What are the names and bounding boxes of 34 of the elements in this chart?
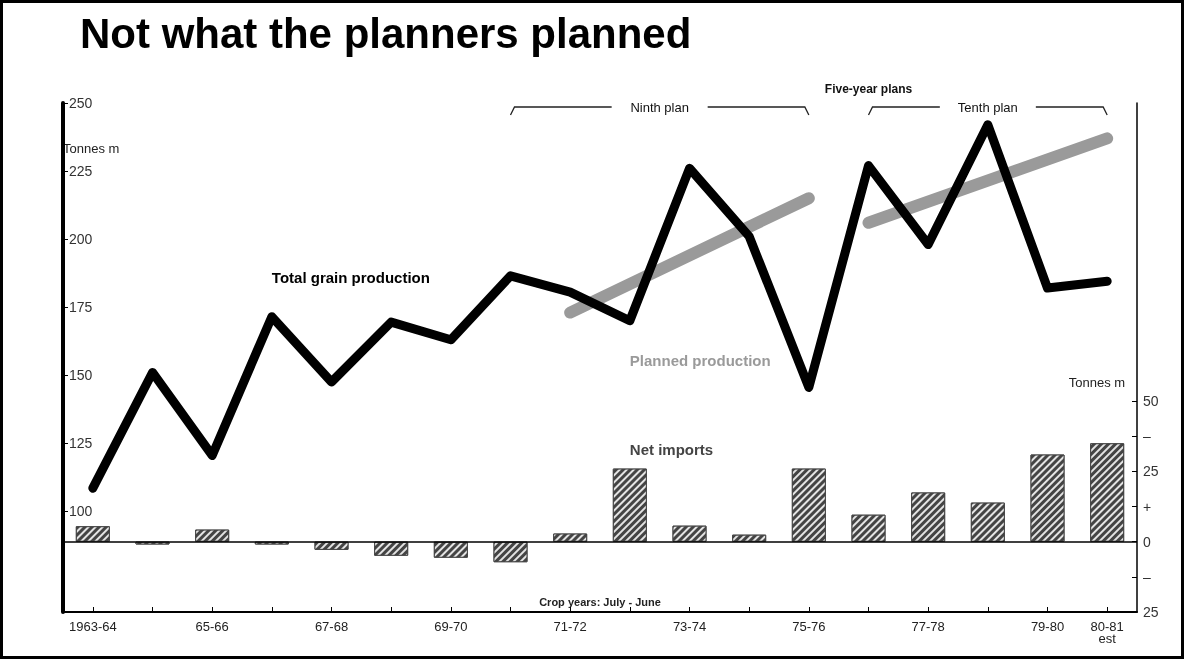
y-tick-label: 250 — [69, 95, 93, 111]
x-tick-label: 71-72 — [553, 618, 587, 634]
y-tick-label: 125 — [69, 435, 93, 452]
x-tick-label: 80-81 est — [1090, 618, 1124, 646]
y2-tick-label: 0 — [1143, 533, 1151, 550]
x-tick-label: 79-80 — [1030, 618, 1065, 634]
y-tick-label: 175 — [69, 299, 93, 316]
x-tick-label: 65-66 — [195, 618, 229, 634]
x-tick-label: 73-74 — [672, 618, 707, 634]
y-tick-label: 100 — [69, 503, 93, 520]
x-tick-label: 69-70 — [434, 618, 468, 634]
annotation: Tenth plan — [957, 99, 1018, 115]
chart-title: Not what the planners planned — [80, 9, 692, 57]
y2-tick-label: 25 — [1143, 604, 1159, 620]
y-tick-label: 225 — [69, 163, 93, 180]
x-tick-label: 1963-64 — [68, 618, 117, 634]
y2-tick-label: + — [1143, 498, 1152, 515]
text: Total grain production — [271, 269, 430, 287]
x-axis-title: Crop years: July - June — [539, 595, 661, 608]
y-tick-label: 200 — [69, 231, 93, 248]
y2-tick-label: 50 — [1143, 393, 1159, 410]
y2-tick-label: 25 — [1143, 463, 1159, 480]
x-tick-label: 75-76 — [792, 618, 826, 634]
y-axis-title: Tonnes m — [63, 141, 120, 156]
text: Planned production — [629, 351, 771, 369]
y2-axis-title: Tonnes m — [1068, 375, 1126, 391]
y2-tick-label: – — [1143, 568, 1151, 585]
x-tick-label: 67-68 — [314, 618, 349, 634]
y-tick-label: 150 — [69, 367, 93, 384]
text: Five-year plans — [824, 82, 913, 96]
y2-tick-label: – — [1143, 428, 1151, 445]
series-label: Net imports — [629, 440, 714, 458]
annotation: Ninth plan — [630, 99, 689, 115]
x-tick-label: 77-78 — [911, 618, 945, 634]
